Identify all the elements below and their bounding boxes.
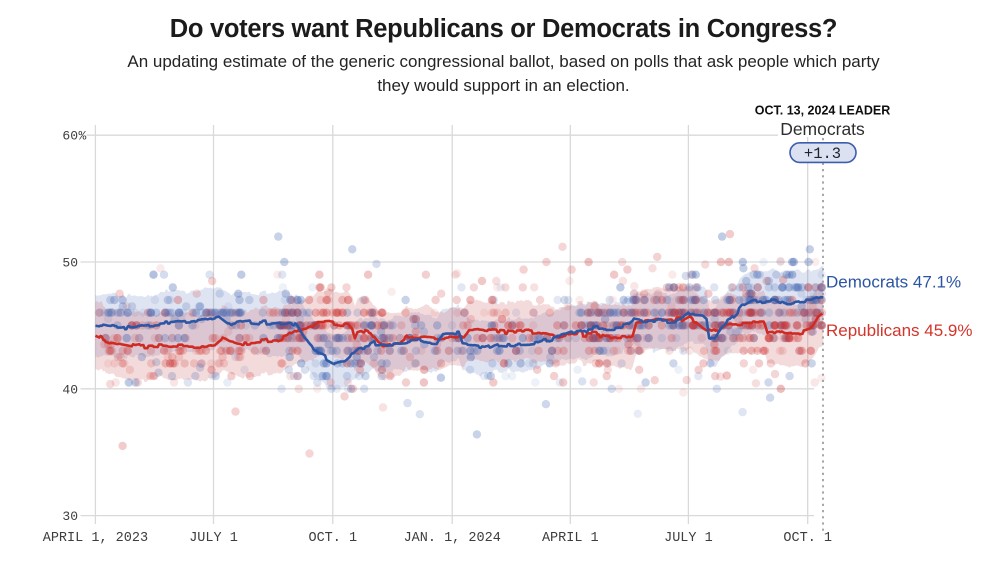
svg-text:Democrats 47.1%: Democrats 47.1% xyxy=(826,273,961,292)
svg-text:50: 50 xyxy=(62,256,78,271)
svg-text:JULY 1: JULY 1 xyxy=(664,531,713,546)
svg-text:30: 30 xyxy=(62,509,78,524)
svg-text:Democrats: Democrats xyxy=(780,119,865,139)
svg-text:%: % xyxy=(79,129,87,144)
svg-text:OCT. 1: OCT. 1 xyxy=(783,531,832,546)
svg-text:60: 60 xyxy=(62,129,78,144)
svg-text:APRIL 1: APRIL 1 xyxy=(542,531,599,546)
svg-text:APRIL 1, 2023: APRIL 1, 2023 xyxy=(43,531,148,546)
svg-text:JAN. 1, 2024: JAN. 1, 2024 xyxy=(404,531,501,546)
svg-text:Republicans 45.9%: Republicans 45.9% xyxy=(826,321,972,340)
svg-text:OCT. 13, 2024 LEADER: OCT. 13, 2024 LEADER xyxy=(755,104,890,118)
svg-text:+1.3: +1.3 xyxy=(804,145,841,163)
svg-text:OCT. 1: OCT. 1 xyxy=(308,531,357,546)
svg-text:JULY 1: JULY 1 xyxy=(189,531,238,546)
svg-text:40: 40 xyxy=(62,382,78,397)
